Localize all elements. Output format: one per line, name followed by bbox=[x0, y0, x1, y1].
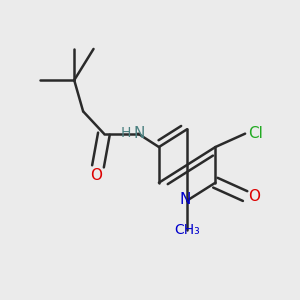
Text: N: N bbox=[134, 126, 145, 141]
Text: N: N bbox=[180, 192, 191, 207]
Text: H: H bbox=[121, 126, 131, 140]
Text: O: O bbox=[91, 168, 103, 183]
Text: O: O bbox=[248, 189, 260, 204]
Text: CH₃: CH₃ bbox=[174, 223, 200, 237]
Text: Cl: Cl bbox=[248, 126, 263, 141]
